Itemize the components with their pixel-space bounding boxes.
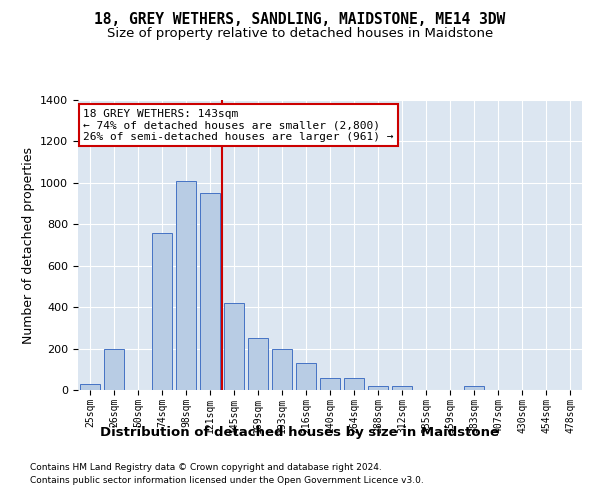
Bar	[152, 232, 172, 390]
Bar	[392, 386, 412, 390]
Bar	[248, 338, 268, 390]
Text: 18 GREY WETHERS: 143sqm
← 74% of detached houses are smaller (2,800)
26% of semi: 18 GREY WETHERS: 143sqm ← 74% of detache…	[83, 108, 394, 142]
Bar	[344, 378, 364, 390]
Text: Distribution of detached houses by size in Maidstone: Distribution of detached houses by size …	[101, 426, 499, 439]
Bar	[200, 193, 220, 390]
Bar	[176, 181, 196, 390]
Bar	[224, 303, 244, 390]
Bar	[296, 363, 316, 390]
Bar	[464, 386, 484, 390]
Text: Contains public sector information licensed under the Open Government Licence v3: Contains public sector information licen…	[30, 476, 424, 485]
Bar	[104, 348, 124, 390]
Bar	[320, 378, 340, 390]
Text: Contains HM Land Registry data © Crown copyright and database right 2024.: Contains HM Land Registry data © Crown c…	[30, 464, 382, 472]
Text: 18, GREY WETHERS, SANDLING, MAIDSTONE, ME14 3DW: 18, GREY WETHERS, SANDLING, MAIDSTONE, M…	[94, 12, 506, 28]
Bar	[80, 384, 100, 390]
Text: Size of property relative to detached houses in Maidstone: Size of property relative to detached ho…	[107, 28, 493, 40]
Bar	[368, 386, 388, 390]
Bar	[272, 348, 292, 390]
Y-axis label: Number of detached properties: Number of detached properties	[22, 146, 35, 344]
